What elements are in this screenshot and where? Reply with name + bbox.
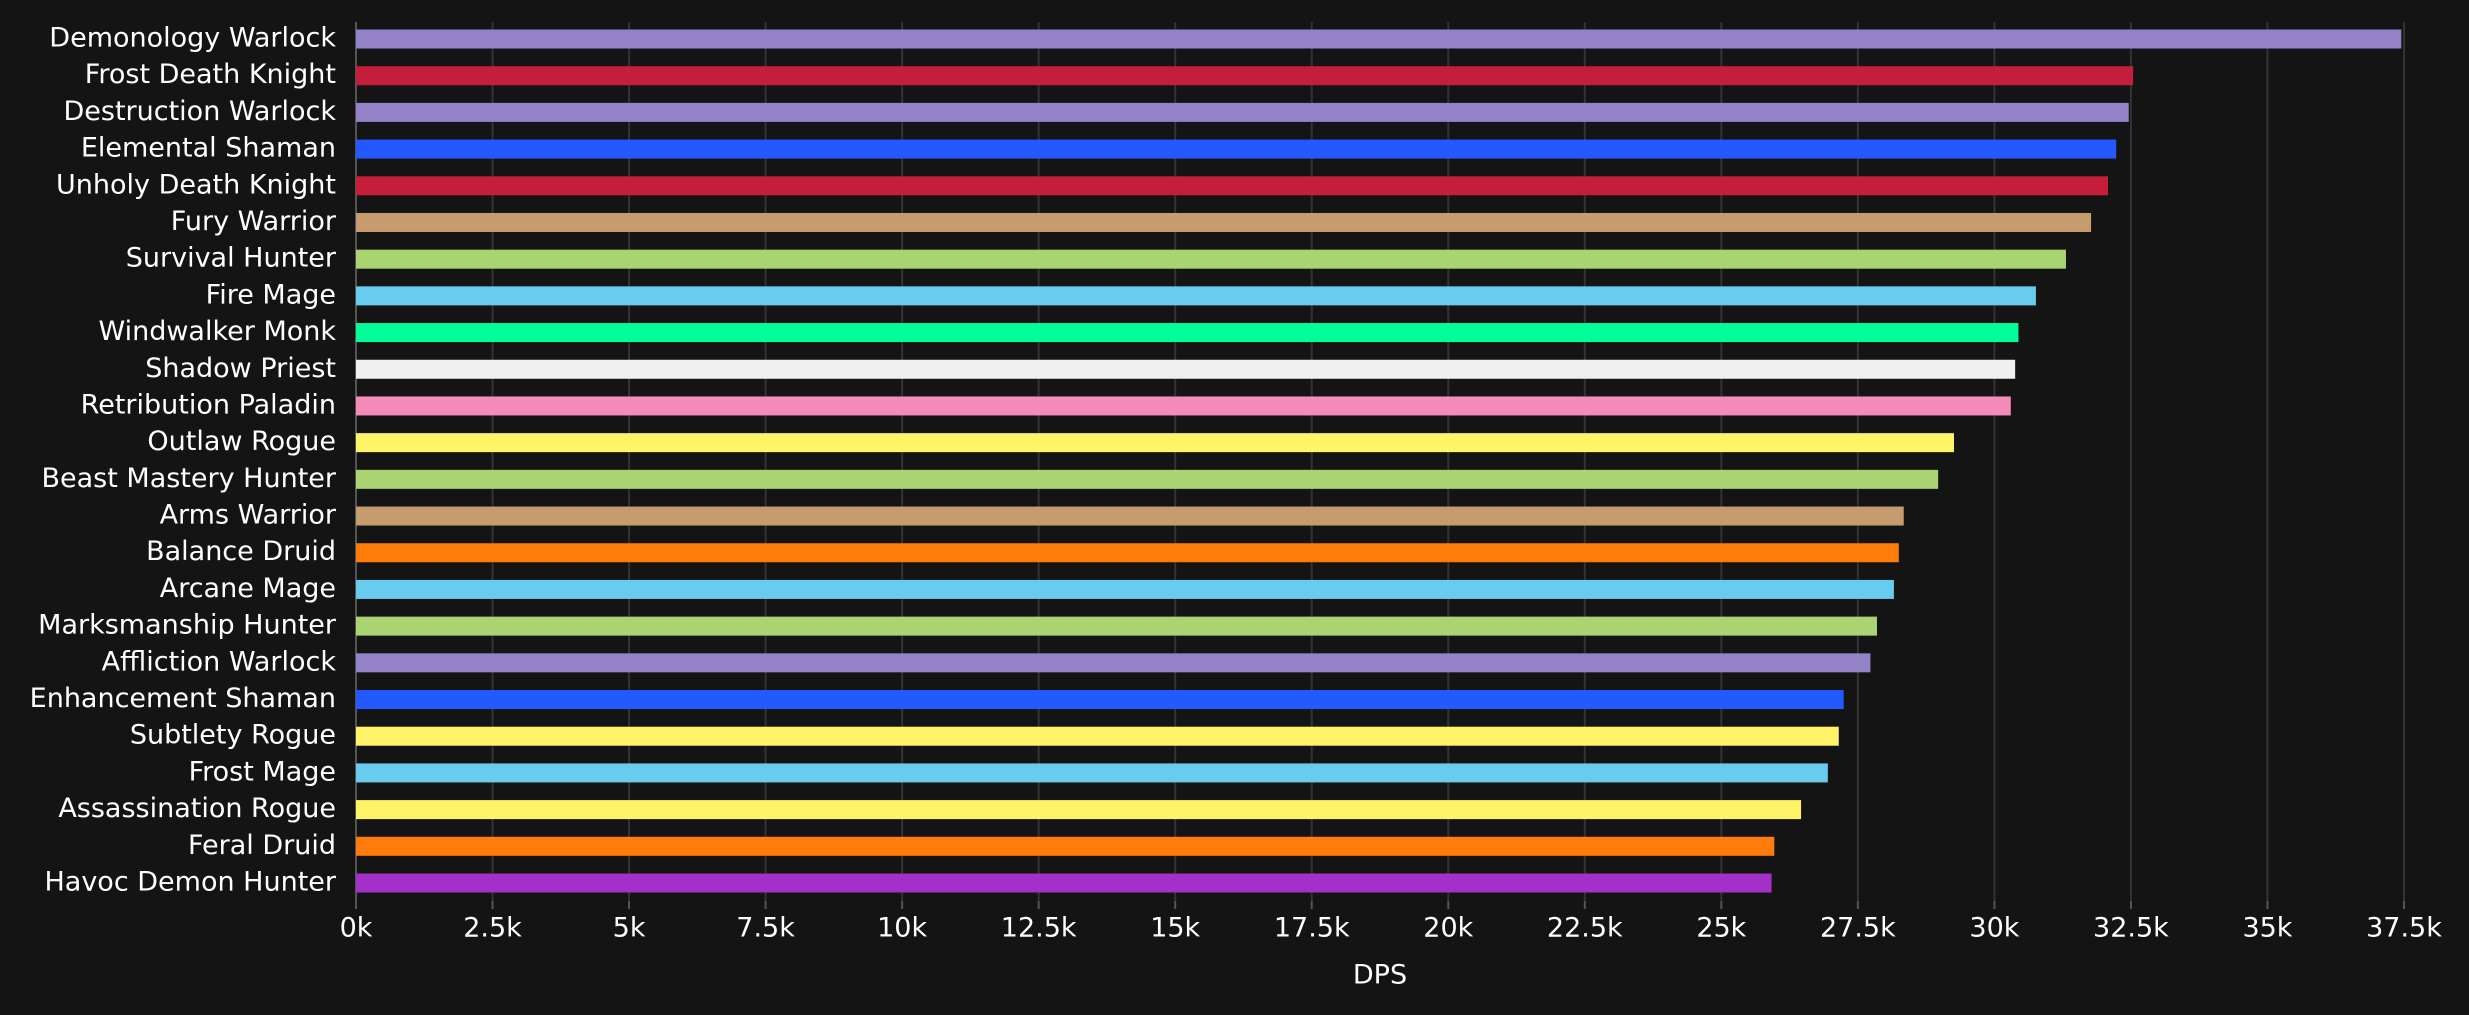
x-tick-label: 10k (877, 913, 927, 944)
x-tick-label: 20k (1423, 913, 1473, 944)
x-tick-label: 30k (1969, 913, 2019, 944)
y-tick-label: Subtlety Rogue (130, 720, 336, 751)
bar (356, 249, 2066, 269)
bar (356, 469, 1939, 489)
x-tick-label: 37.5k (2366, 913, 2442, 944)
y-tick-label: Arcane Mage (160, 573, 336, 604)
y-tick-label: Enhancement Shaman (30, 683, 336, 714)
y-tick-label: Unholy Death Knight (56, 169, 336, 200)
y-tick-label: Feral Druid (188, 830, 336, 861)
y-tick-label: Arms Warrior (160, 500, 337, 531)
bar (356, 543, 1899, 563)
x-axis-title: DPS (1353, 960, 1407, 991)
x-tick-label: 27.5k (1820, 913, 1896, 944)
bar (356, 506, 1904, 526)
y-tick-label: Marksmanship Hunter (38, 610, 337, 641)
x-tick-label: 5k (613, 913, 646, 944)
bar (356, 323, 2019, 343)
y-tick-label: Retribution Paladin (81, 389, 336, 420)
y-tick-label: Windwalker Monk (98, 316, 336, 347)
y-tick-label: Frost Mage (189, 756, 336, 787)
y-tick-label: Havoc Demon Hunter (44, 867, 336, 898)
bar (356, 800, 1802, 820)
x-tick-label: 17.5k (1274, 913, 1350, 944)
x-tick-label: 22.5k (1547, 913, 1623, 944)
y-tick-label: Survival Hunter (126, 243, 337, 274)
y-tick-label: Beast Mastery Hunter (41, 463, 336, 494)
x-tick-label: 12.5k (1001, 913, 1077, 944)
bar (356, 763, 1828, 783)
x-tick-label: 0k (340, 913, 373, 944)
x-tick-label: 35k (2242, 913, 2292, 944)
bar (356, 726, 1839, 746)
bar (356, 139, 2117, 159)
y-tick-label: Elemental Shaman (81, 133, 336, 164)
bar (356, 286, 2036, 306)
x-tick-label: 32.5k (2093, 913, 2169, 944)
y-tick-label: Fire Mage (206, 279, 336, 310)
y-tick-label: Demonology Warlock (49, 23, 336, 54)
bar (356, 653, 1871, 673)
x-tick-label: 7.5k (736, 913, 795, 944)
y-tick-label: Destruction Warlock (63, 96, 336, 127)
bar (356, 836, 1775, 856)
bar (356, 359, 2016, 379)
bar (356, 396, 2011, 416)
y-tick-label: Assassination Rogue (58, 793, 336, 824)
bar (356, 433, 1954, 453)
bar (356, 29, 2402, 49)
bar (356, 212, 2092, 232)
bar (356, 102, 2129, 122)
x-tick-label: 15k (1150, 913, 1200, 944)
y-tick-label: Balance Druid (146, 536, 336, 567)
x-tick-label: 25k (1696, 913, 1746, 944)
bar (356, 690, 1844, 710)
y-tick-label: Outlaw Rogue (147, 426, 336, 457)
y-tick-label: Shadow Priest (145, 353, 336, 384)
y-tick-label: Frost Death Knight (85, 59, 336, 90)
y-tick-label: Affliction Warlock (102, 646, 337, 677)
bar (356, 616, 1877, 636)
bar (356, 873, 1772, 893)
x-tick-label: 2.5k (463, 913, 522, 944)
y-tick-label: Fury Warrior (171, 206, 337, 237)
bar (356, 176, 2108, 196)
bar (356, 579, 1894, 599)
bar (356, 66, 2134, 86)
